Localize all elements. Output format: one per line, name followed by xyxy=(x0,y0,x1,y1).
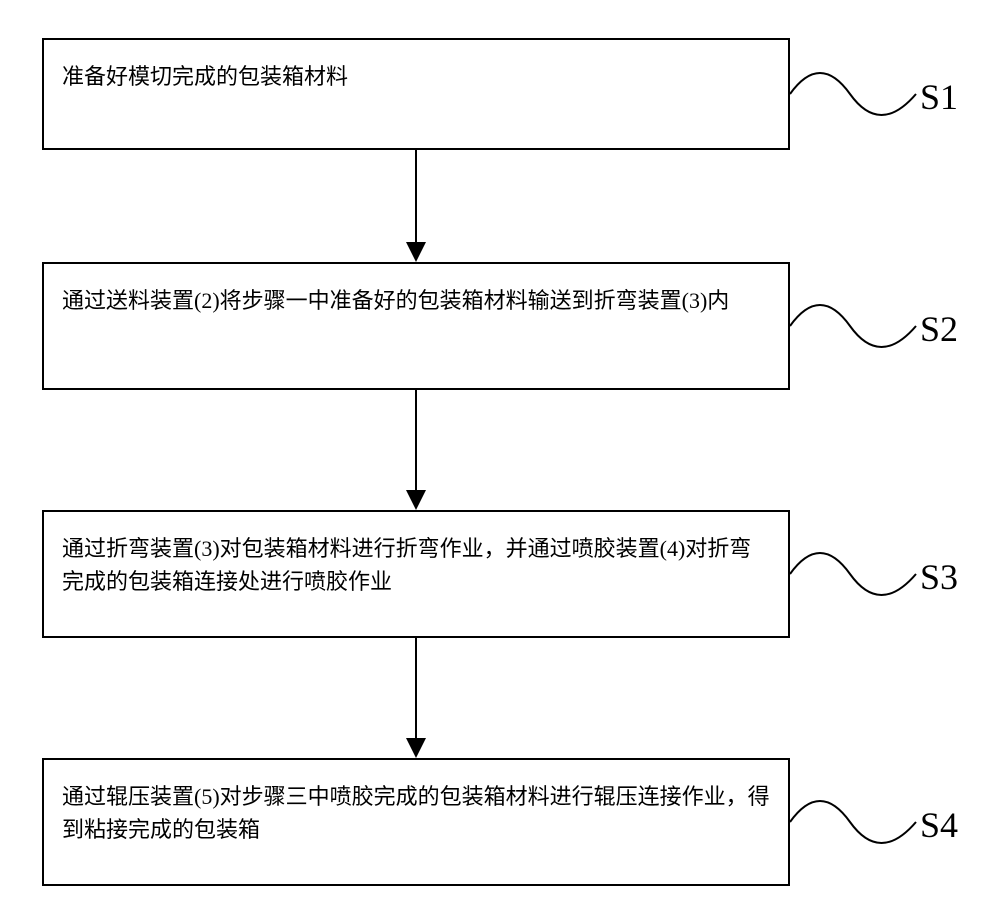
step-label-s2: S2 xyxy=(920,308,958,350)
step-label-s1: S1 xyxy=(920,76,958,118)
step-text-s1: 准备好模切完成的包装箱材料 xyxy=(62,60,348,93)
step-text-s4: 通过辊压装置(5)对步骤三中喷胶完成的包装箱材料进行辊压连接作业，得到粘接完成的… xyxy=(62,780,770,846)
connector-s4 xyxy=(790,798,920,848)
connector-s1 xyxy=(790,70,920,120)
connector-s3 xyxy=(790,550,920,600)
step-label-s4: S4 xyxy=(920,804,958,846)
connector-s2 xyxy=(790,302,920,352)
step-text-s3: 通过折弯装置(3)对包装箱材料进行折弯作业，并通过喷胶装置(4)对折弯完成的包装… xyxy=(62,532,770,598)
step-box-s2: 通过送料装置(2)将步骤一中准备好的包装箱材料输送到折弯装置(3)内 xyxy=(42,262,790,390)
arrow-s3-s4 xyxy=(404,638,428,760)
step-box-s1: 准备好模切完成的包装箱材料 xyxy=(42,38,790,150)
arrow-s2-s3 xyxy=(404,390,428,512)
step-label-s3: S3 xyxy=(920,556,958,598)
step-text-s2: 通过送料装置(2)将步骤一中准备好的包装箱材料输送到折弯装置(3)内 xyxy=(62,284,729,317)
arrow-s1-s2 xyxy=(404,150,428,264)
step-box-s4: 通过辊压装置(5)对步骤三中喷胶完成的包装箱材料进行辊压连接作业，得到粘接完成的… xyxy=(42,758,790,886)
step-box-s3: 通过折弯装置(3)对包装箱材料进行折弯作业，并通过喷胶装置(4)对折弯完成的包装… xyxy=(42,510,790,638)
flowchart-container: 准备好模切完成的包装箱材料 S1 通过送料装置(2)将步骤一中准备好的包装箱材料… xyxy=(0,0,1000,923)
